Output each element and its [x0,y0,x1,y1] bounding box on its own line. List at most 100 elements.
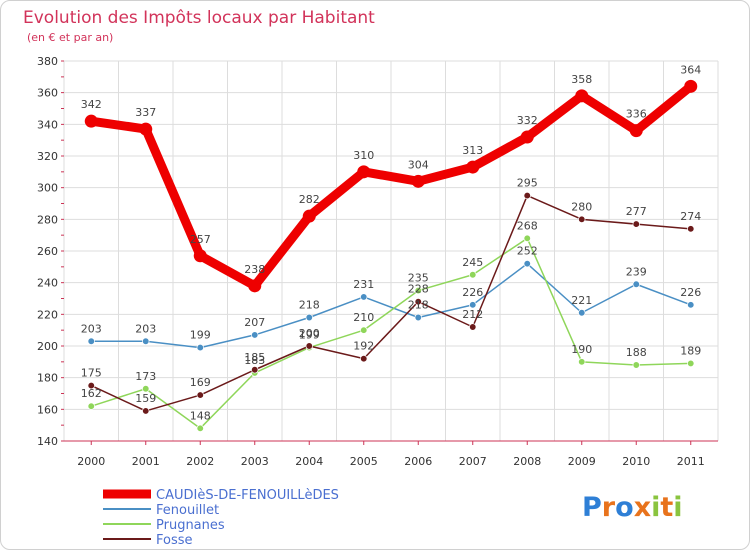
logo-letter: t [660,492,673,523]
data-label: 190 [571,343,592,356]
data-label: 358 [571,73,592,86]
y-tick-label: 380 [37,55,58,68]
data-label: 280 [571,200,592,213]
x-tick-label: 2009 [568,455,596,468]
x-tick-label: 2007 [459,455,487,468]
y-tick-label: 240 [37,277,58,290]
logo-letter: i [673,492,682,523]
y-tick-label: 360 [37,87,58,100]
data-point [469,271,477,279]
data-point [466,160,480,174]
data-point [193,249,207,263]
y-tick-label: 280 [37,213,58,226]
data-label: 203 [135,322,156,335]
data-label: 245 [462,256,483,269]
legend-entry: Prugnanes [156,518,225,533]
chart-subtitle: (en € et par an) [27,31,113,44]
series-line-2 [90,237,692,430]
y-tick-label: 320 [37,150,58,163]
series-line-1 [90,262,692,349]
data-point [684,79,698,93]
data-point [687,359,695,368]
data-label: 332 [517,114,538,127]
proxiti-logo: Proxiti [582,492,683,523]
data-point [629,124,643,138]
data-label: 218 [299,299,320,312]
data-label: 175 [81,367,102,380]
data-point [523,234,531,242]
grid [63,60,719,442]
data-point [196,424,204,432]
axes: 140 160 180 200 220 240 260 280 300 320 340 360 380 2… [37,55,718,468]
data-point [414,286,422,295]
data-label: 364 [680,63,701,76]
x-tick-label: 2002 [186,455,214,468]
data-label: 203 [81,322,102,335]
data-label: 212 [462,308,483,321]
x-tick-label: 2005 [350,455,378,468]
data-labels: 203 203 199 207 218 231 218 226 252 221 239 226 162 1… [81,63,702,422]
data-point [84,114,98,128]
data-label: 304 [408,158,429,171]
y-tick-label: 260 [37,245,58,258]
data-label: 226 [462,286,483,299]
legend: CAUDIèS-DE-FENOUILLèDESFenouilletPrugnan… [103,488,339,548]
data-label: 218 [408,299,429,312]
x-tick-label: 2001 [132,455,160,468]
data-label: 188 [626,346,647,359]
data-label: 313 [462,144,483,157]
logo-letter: r [602,492,616,523]
x-tick-label: 2008 [513,455,541,468]
data-label: 173 [135,370,156,383]
data-label: 221 [571,294,592,307]
legend-entry: Fenouillet [156,503,219,518]
data-label: 199 [190,329,211,342]
data-point [87,381,95,390]
data-label: 310 [353,149,374,162]
data-label: 268 [517,219,538,232]
legend-entry: CAUDIèS-DE-FENOUILLèDES [156,488,339,503]
data-label: 235 [408,272,429,285]
data-label: 185 [244,351,265,364]
y-tick-label: 140 [37,435,58,448]
y-tick-label: 180 [37,372,58,385]
chart-title: Evolution des Impôts locaux par Habitant [23,8,375,28]
data-label: 295 [517,177,538,190]
data-point [578,215,586,223]
data-label: 342 [81,98,102,111]
x-tick-label: 2000 [77,455,105,468]
y-tick-label: 200 [37,340,58,353]
data-point [360,355,368,363]
y-tick-label: 300 [37,182,58,195]
data-point [578,309,586,317]
logo-letter: i [651,492,660,523]
series-lines [84,79,698,432]
logo-letter: x [634,492,651,523]
data-label: 192 [353,340,374,353]
data-point [142,385,150,393]
data-label: 228 [408,283,429,296]
data-point [687,301,695,309]
data-label: 199 [299,329,320,342]
data-point [523,191,531,200]
data-label: 337 [135,106,156,119]
data-point [687,225,695,233]
data-label: 336 [626,108,647,121]
data-point [305,342,313,350]
data-label: 183 [244,354,265,367]
data-point [248,279,262,293]
data-point [575,89,589,103]
data-label: 277 [626,205,647,218]
y-tick-label: 340 [37,118,58,131]
data-label: 207 [244,316,265,329]
data-point [302,209,316,223]
data-label: 162 [81,387,102,400]
data-point [414,298,422,306]
data-point [523,260,531,268]
series-line-0 [86,81,696,291]
data-point [305,313,313,322]
data-point [632,361,640,369]
data-point [357,165,371,179]
data-point [139,122,153,136]
